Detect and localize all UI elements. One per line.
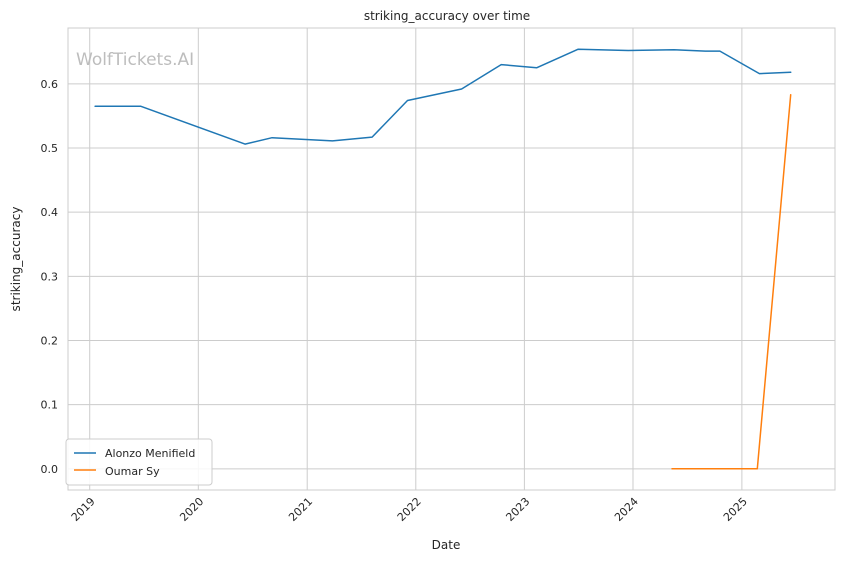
legend-label-alonzo-menifield: Alonzo Menifield xyxy=(105,447,195,460)
series-line-alonzo-menifield xyxy=(94,48,792,145)
legend: Alonzo Menifield Oumar Sy xyxy=(65,438,213,486)
chart-title: striking_accuracy over time xyxy=(364,9,530,23)
x-tick-label: 2023 xyxy=(503,495,532,524)
series-lines xyxy=(94,48,792,470)
x-axis-label: Date xyxy=(432,538,461,552)
y-tick-label: 0.3 xyxy=(41,270,59,283)
x-tick-label: 2022 xyxy=(395,495,424,524)
x-axis-ticks: 2019 2020 2021 2022 2023 2024 2025 xyxy=(69,495,750,524)
plot-area xyxy=(67,27,836,491)
legend-box xyxy=(65,438,213,486)
y-axis-label: striking_accuracy xyxy=(9,207,23,312)
y-tick-label: 0.4 xyxy=(41,206,59,219)
legend-label-oumar-sy: Oumar Sy xyxy=(105,465,160,478)
x-tick-label: 2019 xyxy=(69,495,98,524)
y-tick-label: 0.2 xyxy=(41,334,59,347)
y-tick-label: 0.0 xyxy=(41,463,59,476)
watermark: WolfTickets.AI xyxy=(76,50,194,70)
x-tick-label: 2021 xyxy=(286,495,315,524)
y-tick-label: 0.6 xyxy=(41,78,59,91)
grid xyxy=(68,28,835,490)
series-line-oumar-sy xyxy=(671,93,792,470)
y-tick-label: 0.1 xyxy=(41,399,59,412)
y-tick-label: 0.5 xyxy=(41,142,59,155)
x-tick-label: 2024 xyxy=(612,495,641,524)
x-tick-label: 2020 xyxy=(177,495,206,524)
y-axis-ticks: 0.0 0.1 0.2 0.3 0.4 0.5 0.6 xyxy=(41,78,59,476)
x-tick-label: 2025 xyxy=(721,495,750,524)
